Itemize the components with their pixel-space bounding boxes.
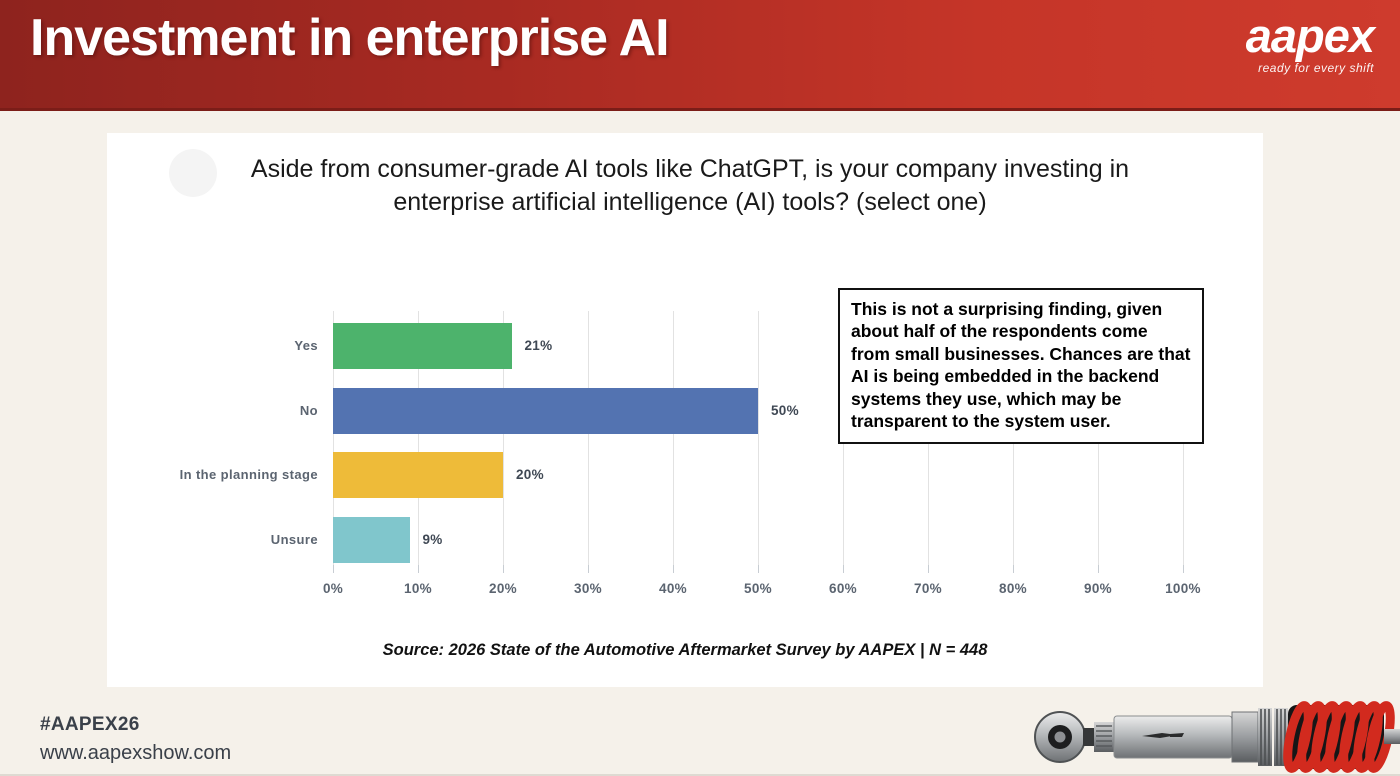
chart-question-title: Aside from consumer-grade AI tools like … — [250, 155, 1130, 216]
header-banner: Investment in enterprise AI aapex ready … — [0, 0, 1400, 111]
axis-tick — [758, 565, 759, 573]
bar-yes — [333, 323, 512, 369]
bar-value-label: 20% — [516, 467, 544, 482]
axis-tick — [588, 565, 589, 573]
axis-tick — [673, 565, 674, 573]
x-axis-label: 90% — [1084, 581, 1112, 596]
watermark-circle — [169, 149, 217, 197]
x-axis-label: 50% — [744, 581, 772, 596]
bar-in-the-planning-stage — [333, 452, 503, 498]
chart-card: Aside from consumer-grade AI tools like … — [107, 133, 1263, 687]
bar-unsure — [333, 517, 410, 563]
bar-value-label: 9% — [422, 532, 443, 547]
event-hashtag: #AAPEX26 — [40, 714, 140, 735]
gridline — [503, 311, 504, 565]
category-label: Yes — [294, 338, 318, 353]
x-axis-label: 0% — [322, 581, 344, 596]
category-label: In the planning stage — [179, 467, 318, 482]
gridline — [418, 311, 419, 565]
x-axis-label: 40% — [659, 581, 687, 596]
gridline — [333, 311, 334, 565]
coilover-shock-image — [1034, 701, 1400, 773]
bar-value-label: 21% — [524, 338, 553, 353]
x-axis-label: 20% — [489, 581, 517, 596]
axis-tick — [333, 565, 334, 573]
source-note: Source: 2026 State of the Automotive Aft… — [382, 641, 988, 659]
callout-box: This is not a surprising finding, given … — [838, 288, 1204, 445]
gridline — [673, 311, 674, 565]
x-axis-label: 10% — [404, 581, 432, 596]
x-axis-label: 100% — [1165, 581, 1201, 596]
x-axis-label: 30% — [574, 581, 602, 596]
axis-tick — [1013, 565, 1014, 573]
aapex-logo-wordmark: aapex — [1245, 9, 1375, 62]
event-website: www.aapexshow.com — [40, 742, 232, 764]
category-label: No — [299, 403, 318, 418]
aapex-logo: aapex ready for every shift — [1245, 9, 1375, 76]
axis-tick — [418, 565, 419, 573]
x-axis-label: 70% — [914, 581, 942, 596]
axis-tick — [843, 565, 844, 573]
bar-no — [333, 388, 758, 434]
slide-title: Investment in enterprise AI — [30, 9, 670, 67]
bar-value-label: 50% — [771, 403, 799, 418]
aapex-logo-tagline: ready for every shift — [1258, 61, 1374, 75]
axis-tick — [1098, 565, 1099, 573]
category-label: Unsure — [270, 532, 318, 547]
gridline — [758, 311, 759, 565]
axis-tick — [1183, 565, 1184, 573]
gridline — [588, 311, 589, 565]
x-axis-label: 60% — [829, 581, 857, 596]
x-axis-label: 80% — [999, 581, 1027, 596]
axis-tick — [928, 565, 929, 573]
axis-tick — [503, 565, 504, 573]
